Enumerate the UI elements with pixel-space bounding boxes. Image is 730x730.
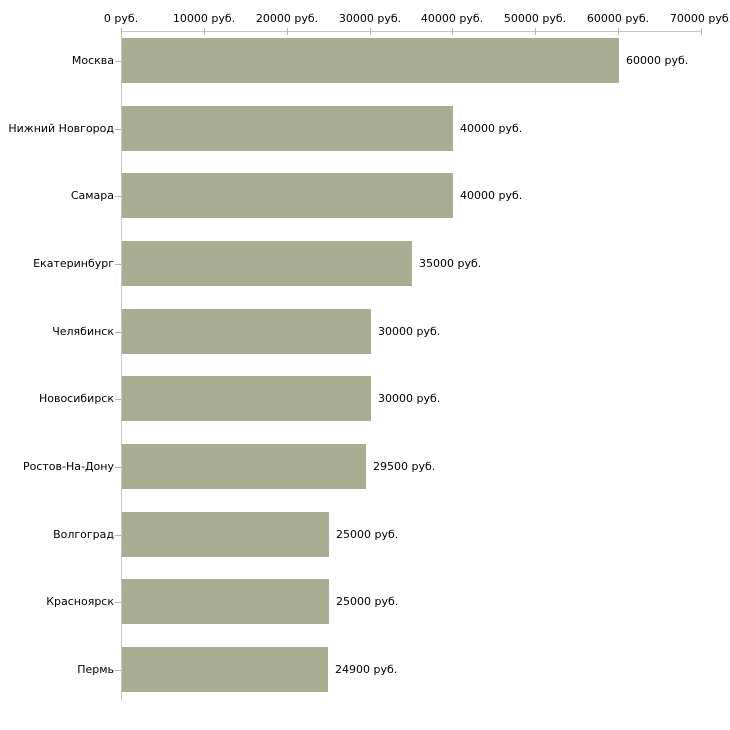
- x-axis-tick-label: 40000 руб.: [420, 12, 484, 25]
- bar: [122, 444, 366, 489]
- x-axis-tick: [287, 28, 288, 35]
- category-label: Москва: [71, 54, 114, 67]
- x-axis-tick-label: 30000 руб.: [338, 12, 402, 25]
- x-axis-tick-label: 20000 руб.: [255, 12, 319, 25]
- bar: [122, 173, 453, 218]
- bar: [122, 512, 329, 557]
- category-label: Пермь: [77, 663, 114, 676]
- value-label: 25000 руб.: [336, 595, 399, 608]
- value-label: 24900 руб.: [335, 663, 398, 676]
- value-label: 25000 руб.: [336, 528, 399, 541]
- y-axis-tick: [115, 467, 121, 468]
- bar: [122, 38, 619, 83]
- x-axis-tick-label: 50000 руб.: [503, 12, 567, 25]
- y-axis-line: [121, 31, 122, 701]
- value-label: 30000 руб.: [378, 392, 441, 405]
- y-axis-tick: [115, 196, 121, 197]
- y-axis-tick: [115, 332, 121, 333]
- x-axis-tick-label: 0 руб.: [103, 12, 139, 25]
- y-axis-tick: [115, 61, 121, 62]
- category-label: Ростов-На-Дону: [22, 460, 114, 473]
- bar: [122, 376, 371, 421]
- y-axis-tick: [115, 129, 121, 130]
- x-axis-line: [121, 31, 702, 32]
- category-label: Екатеринбург: [33, 257, 114, 270]
- category-label: Волгоград: [53, 528, 114, 541]
- category-label: Новосибирск: [38, 392, 114, 405]
- y-axis-tick: [115, 264, 121, 265]
- x-axis-tick-label: 70000 руб.: [669, 12, 730, 25]
- bar: [122, 309, 371, 354]
- x-axis-tick: [370, 28, 371, 35]
- value-label: 60000 руб.: [626, 54, 689, 67]
- x-axis-tick-label: 60000 руб.: [586, 12, 650, 25]
- value-label: 30000 руб.: [378, 325, 441, 338]
- category-label: Самара: [70, 189, 114, 202]
- x-axis-tick: [204, 28, 205, 35]
- category-label: Нижний Новгород: [8, 122, 114, 135]
- value-label: 29500 руб.: [373, 460, 436, 473]
- x-axis-tick: [535, 28, 536, 35]
- bar: [122, 579, 329, 624]
- x-axis-tick: [618, 28, 619, 35]
- x-axis-tick-label: 10000 руб.: [172, 12, 236, 25]
- y-axis-tick: [115, 399, 121, 400]
- y-axis-tick: [115, 535, 121, 536]
- bar: [122, 241, 412, 286]
- y-axis-tick: [115, 670, 121, 671]
- x-axis-tick: [701, 28, 702, 35]
- bar: [122, 647, 328, 692]
- category-label: Челябинск: [52, 325, 114, 338]
- x-axis-tick: [121, 28, 122, 35]
- value-label: 35000 руб.: [419, 257, 482, 270]
- value-label: 40000 руб.: [460, 122, 523, 135]
- bar: [122, 106, 453, 151]
- x-axis-tick: [452, 28, 453, 35]
- value-label: 40000 руб.: [460, 189, 523, 202]
- category-label: Красноярск: [46, 595, 114, 608]
- y-axis-tick: [115, 602, 121, 603]
